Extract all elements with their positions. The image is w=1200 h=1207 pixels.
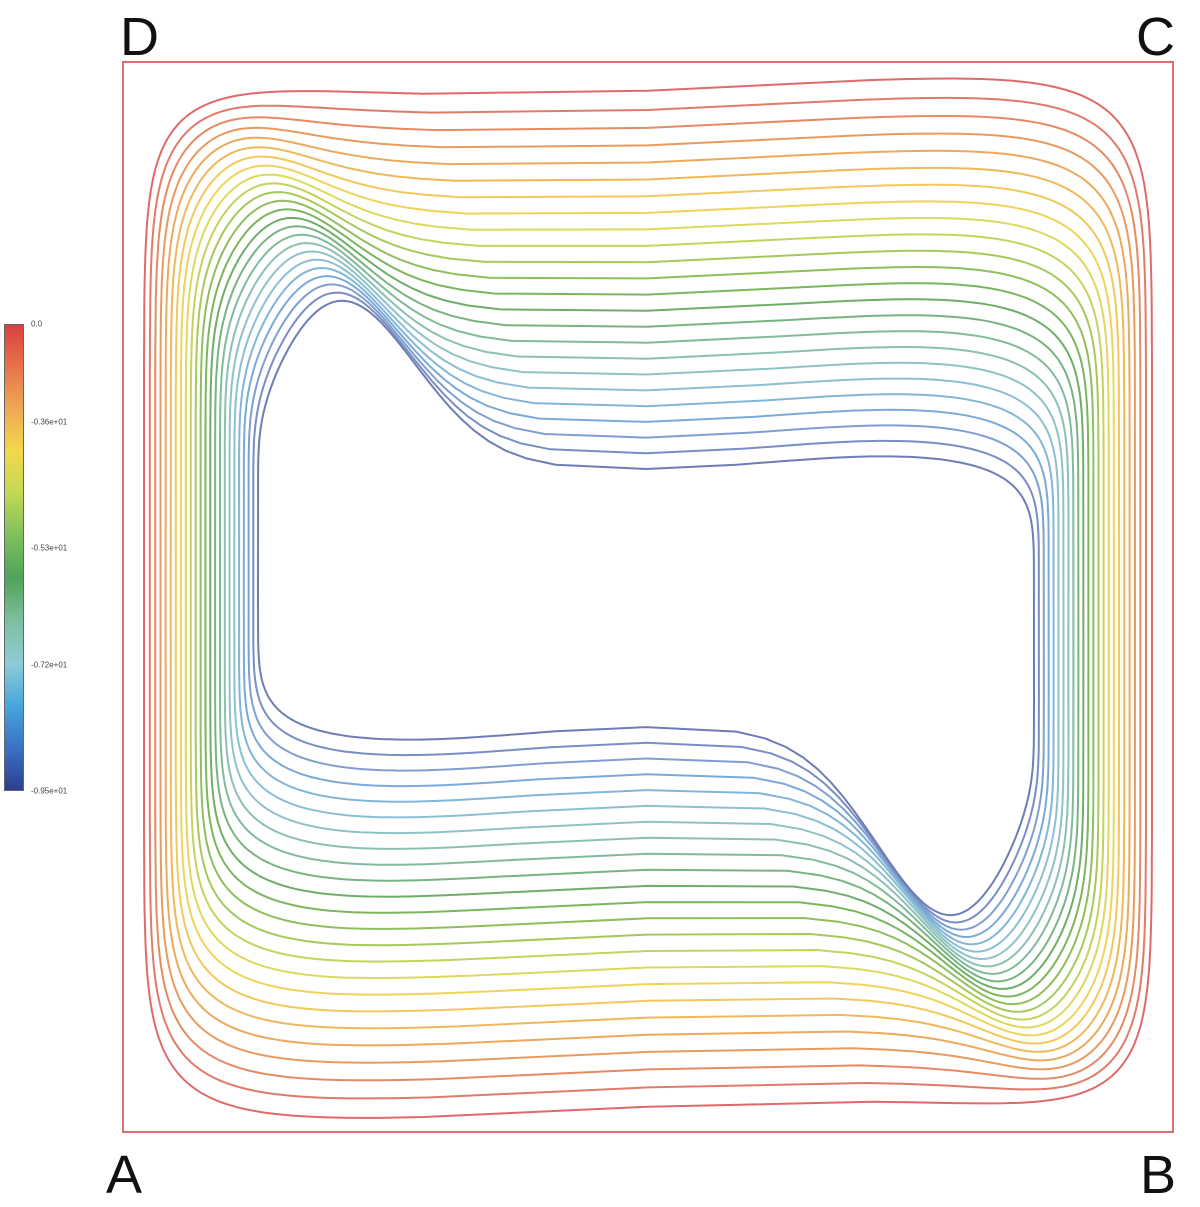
streamline-contour bbox=[154, 115, 1142, 1082]
colorbar-tick-label: -0.72e+01 bbox=[31, 660, 68, 670]
corner-label-b: B bbox=[1140, 1145, 1177, 1205]
colorbar bbox=[4, 324, 24, 791]
colorbar-tick-label: -0.36e+01 bbox=[31, 417, 68, 427]
streamline-contour bbox=[214, 225, 1080, 983]
streamline-contour bbox=[179, 164, 1115, 1037]
streamline-contour bbox=[199, 199, 1095, 1006]
domain-box bbox=[122, 61, 1174, 1133]
colorbar-tick-label: -0.53e+01 bbox=[31, 543, 68, 553]
streamline-contour bbox=[242, 275, 1050, 939]
streamline-contour bbox=[174, 155, 1121, 1045]
streamline-contour bbox=[204, 208, 1090, 998]
streamline-contour bbox=[256, 299, 1036, 917]
streamline-contour bbox=[228, 250, 1065, 961]
streamline-contour bbox=[223, 242, 1070, 968]
corner-label-c: C bbox=[1136, 7, 1175, 67]
streamline-contour bbox=[159, 126, 1137, 1071]
corner-label-a: A bbox=[106, 1145, 143, 1205]
streamline-contour bbox=[238, 267, 1055, 946]
streamline-contour bbox=[148, 96, 1147, 1100]
streamline-contour bbox=[184, 173, 1110, 1029]
streamline-contour bbox=[209, 216, 1085, 990]
streamline-contour bbox=[169, 146, 1126, 1053]
streamline-contour bbox=[194, 191, 1100, 1013]
colorbar-tick-label: 0.0 bbox=[31, 319, 43, 329]
contour-lines bbox=[143, 77, 1153, 1119]
streamline-contour bbox=[143, 77, 1153, 1119]
colorbar-tick-label: -0.95e+01 bbox=[31, 786, 68, 796]
streamline-contour bbox=[233, 258, 1060, 953]
streamline-contour bbox=[247, 283, 1045, 931]
streamline-contour bbox=[219, 233, 1075, 975]
streamline-contour bbox=[189, 182, 1105, 1021]
streamline-contour bbox=[164, 136, 1131, 1062]
corner-label-d: D bbox=[120, 7, 159, 67]
streamline-contour bbox=[252, 291, 1040, 924]
